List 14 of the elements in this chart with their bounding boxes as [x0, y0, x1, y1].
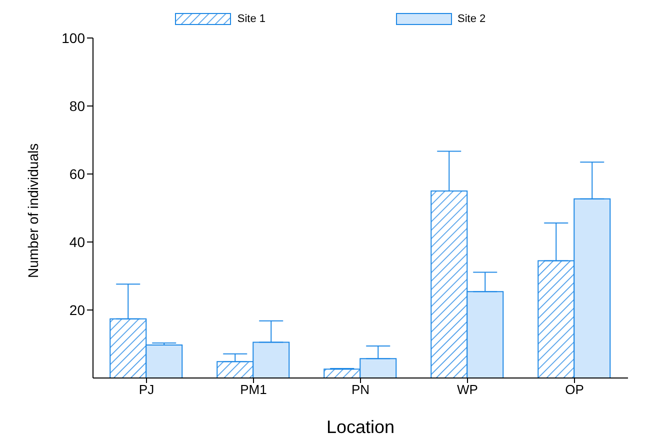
y-tick-label: 20: [69, 302, 86, 318]
y-tick-label: 100: [62, 30, 86, 46]
y-tick-label: 80: [69, 98, 86, 114]
x-tick-label: WP: [457, 382, 478, 398]
x-tick-label: PJ: [138, 382, 154, 398]
legend-label: Site 2: [458, 13, 486, 25]
x-tick-label: OP: [565, 382, 584, 398]
x-tick-label: PM1: [240, 382, 267, 398]
y-tick-label: 40: [69, 234, 86, 250]
x-axis-title: Location: [326, 417, 395, 437]
y-tick-label: 60: [69, 166, 86, 182]
y-axis-title: Number of individuals: [24, 143, 41, 278]
x-tick-label: PN: [351, 382, 370, 398]
legend-label: Site 1: [237, 13, 266, 25]
